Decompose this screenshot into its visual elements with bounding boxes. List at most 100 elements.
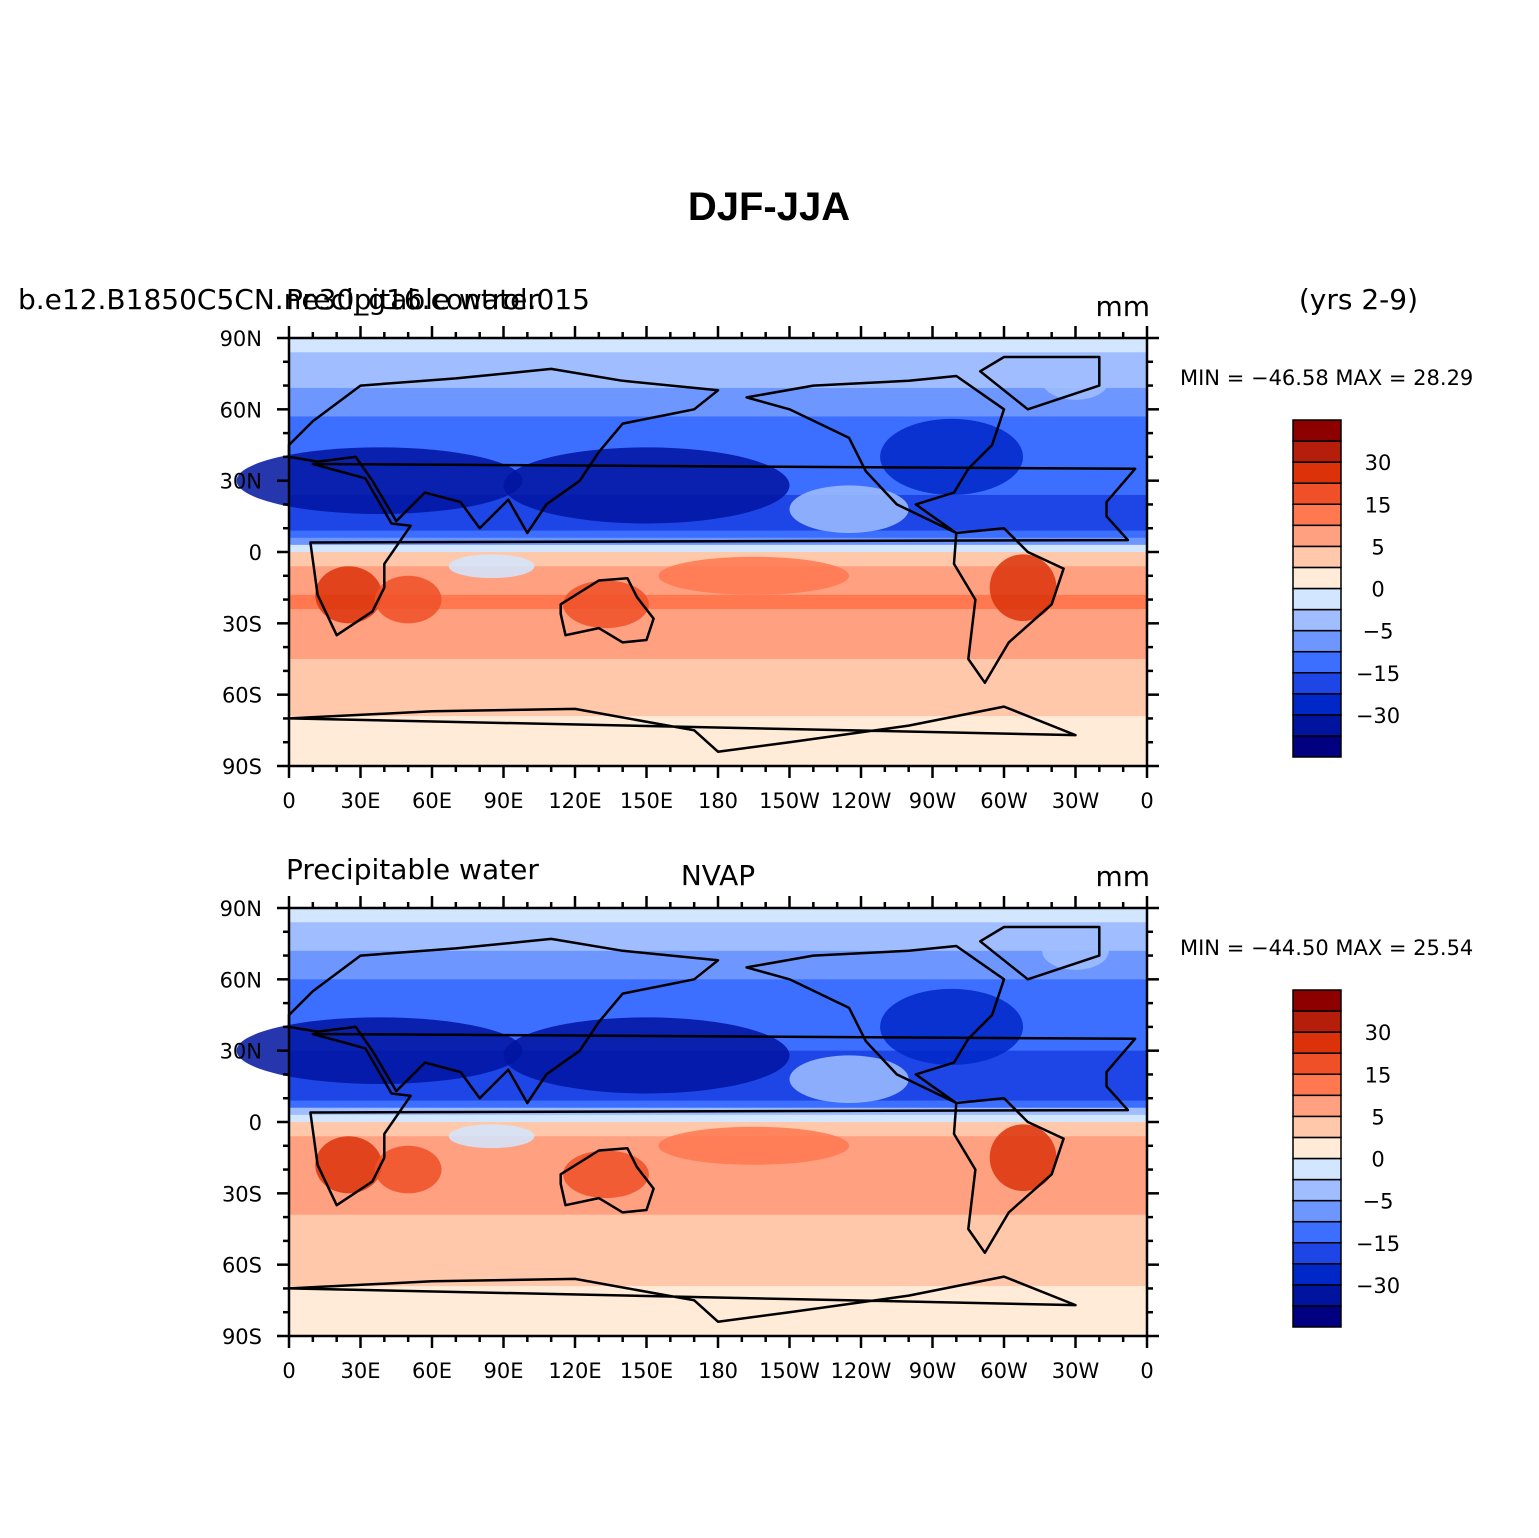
colorbar-label: −5 (1363, 1190, 1394, 1214)
y-tick-label: 60S (222, 1254, 262, 1278)
colorbar-label: −30 (1356, 1274, 1400, 1298)
coastline (978, 925, 1101, 981)
contour-band (289, 437, 1147, 446)
coastline (745, 944, 1006, 1105)
contour-anomaly (658, 556, 850, 595)
contour-band (289, 530, 1147, 539)
x-tick-label: 150W (759, 1359, 820, 1383)
coastline (559, 576, 655, 644)
contour-band (289, 651, 1147, 660)
contour-anomaly (374, 575, 442, 624)
colorbar-box (1292, 566, 1342, 590)
contour-band (289, 409, 1147, 418)
contour-anomaly (880, 988, 1024, 1065)
contour-band (289, 979, 1147, 988)
contour-band (289, 552, 1147, 560)
contour-anomaly (448, 554, 535, 579)
x-tick-label: 180 (698, 789, 738, 813)
x-tick-label: 180 (698, 1359, 738, 1383)
colorbar-label: 15 (1365, 493, 1392, 517)
contour-band (289, 1229, 1147, 1237)
colorbar: −30 −15 −5 0 5 15 30 (1292, 419, 1400, 758)
colorbar-box (1292, 1284, 1342, 1307)
contour-band (289, 915, 1147, 923)
contour-band (289, 1007, 1147, 1016)
contour-band (289, 687, 1147, 696)
y-tick-label: 90S (222, 755, 262, 779)
contour-band (289, 708, 1147, 717)
coastline (287, 937, 720, 1105)
colorbar-box (1292, 1031, 1342, 1054)
contour-anomaly (315, 566, 382, 624)
contour-band (289, 345, 1147, 353)
contour-band (289, 1300, 1147, 1309)
coastline (287, 367, 720, 535)
x-tick-label: 30E (341, 1359, 381, 1383)
colorbar-box (1292, 735, 1342, 758)
contour-band (289, 1086, 1147, 1095)
x-tick-label: 90E (484, 1359, 524, 1383)
contour-band (289, 1271, 1147, 1280)
colorbar-label: −15 (1356, 1232, 1400, 1256)
contour-band (289, 1236, 1147, 1244)
contour-band (289, 1164, 1147, 1173)
colorbar-box (1292, 1136, 1342, 1160)
contour-band (289, 523, 1147, 532)
colorbar-box (1292, 693, 1342, 716)
units-label: mm (1095, 290, 1150, 323)
colorbar-box (1292, 629, 1342, 653)
x-tick-label: 30W (1052, 1359, 1100, 1383)
contour-band (289, 1200, 1147, 1209)
contour-band (289, 1257, 1147, 1266)
contour-band (289, 637, 1147, 646)
contour-anomaly (448, 1124, 535, 1149)
x-tick-label: 0 (1140, 789, 1153, 813)
contour-band (289, 701, 1147, 710)
contour-band (289, 1321, 1147, 1330)
contour-anomaly (658, 1126, 850, 1165)
colorbar-box (1292, 1052, 1342, 1075)
left-title: b.e12.B1850C5CN.ne30_g16.control.015 (18, 283, 590, 316)
x-tick-label: 0 (282, 1359, 295, 1383)
contour-band (289, 1250, 1147, 1259)
contour-band (289, 1100, 1147, 1109)
contour-band (289, 402, 1147, 410)
colorbar-box (1292, 1242, 1342, 1265)
contour-band (289, 1114, 1147, 1123)
colorbar-box (1292, 1220, 1342, 1244)
contour-band (289, 1179, 1147, 1187)
contour-band (289, 359, 1147, 368)
x-tick-label: 60E (412, 789, 452, 813)
contour-band (289, 1193, 1147, 1202)
x-tick-label: 60W (980, 1359, 1028, 1383)
contour-band (289, 423, 1147, 432)
units-label: mm (1095, 860, 1150, 893)
contour-band (289, 1307, 1147, 1316)
contour-band (289, 659, 1147, 667)
panel-bottom: 0 30E 60E 90E 120E 150E 180 150W 120W 90W 60W 30W 09… (220, 853, 1474, 1383)
colorbar-box (1292, 587, 1342, 611)
contour-band (289, 943, 1147, 952)
contour-band (289, 922, 1147, 930)
coastlines (287, 925, 1137, 1323)
colorbar-box (1292, 1073, 1342, 1097)
x-tick-label: 120E (548, 789, 601, 813)
contour-band (289, 1314, 1147, 1323)
colorbar-label: 15 (1365, 1063, 1392, 1087)
contour-band (289, 616, 1147, 624)
x-tick-label: 150W (759, 789, 820, 813)
contour-band (289, 430, 1147, 439)
colorbar-box (1292, 1010, 1342, 1033)
colorbar-box (1292, 1263, 1342, 1286)
colorbar-box (1292, 1199, 1342, 1223)
colorbar-label: 5 (1371, 1105, 1384, 1129)
coastline (559, 1146, 655, 1214)
contour-band (289, 516, 1147, 525)
contour-band (289, 623, 1147, 632)
contour-band (289, 936, 1147, 945)
contour-anomaly (1042, 361, 1109, 400)
figure-title: DJF-JJA (688, 185, 850, 229)
colorbar-box (1292, 608, 1342, 632)
contour-band (289, 1093, 1147, 1102)
contour-band (289, 908, 1147, 916)
